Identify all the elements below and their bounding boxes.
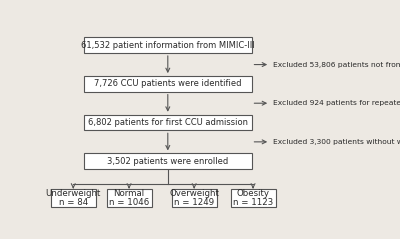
FancyBboxPatch shape bbox=[230, 189, 276, 207]
Text: Normal: Normal bbox=[114, 190, 145, 198]
Text: Obesity: Obesity bbox=[236, 190, 270, 198]
Text: Excluded 3,300 patients without weight or height: Excluded 3,300 patients without weight o… bbox=[272, 139, 400, 145]
FancyBboxPatch shape bbox=[106, 189, 152, 207]
Text: 6,802 patients for first CCU admission: 6,802 patients for first CCU admission bbox=[88, 118, 248, 127]
FancyBboxPatch shape bbox=[84, 76, 252, 92]
FancyBboxPatch shape bbox=[84, 153, 252, 169]
FancyBboxPatch shape bbox=[51, 189, 96, 207]
FancyBboxPatch shape bbox=[84, 115, 252, 130]
Text: 3,502 patients were enrolled: 3,502 patients were enrolled bbox=[107, 157, 228, 166]
FancyBboxPatch shape bbox=[84, 38, 252, 53]
Text: Overweight: Overweight bbox=[169, 190, 219, 198]
Text: n = 1249: n = 1249 bbox=[174, 198, 214, 206]
Text: n = 1046: n = 1046 bbox=[109, 198, 149, 206]
Text: Underweight: Underweight bbox=[46, 190, 101, 198]
Text: 61,532 patient information from MIMIC-III: 61,532 patient information from MIMIC-II… bbox=[81, 41, 255, 50]
Text: n = 84: n = 84 bbox=[59, 198, 88, 206]
Text: Excluded 924 patients for repeated admission to CCU: Excluded 924 patients for repeated admis… bbox=[272, 100, 400, 106]
FancyBboxPatch shape bbox=[172, 189, 217, 207]
Text: 7,726 CCU patients were identified: 7,726 CCU patients were identified bbox=[94, 79, 242, 88]
Text: n = 1123: n = 1123 bbox=[233, 198, 273, 206]
Text: Excluded 53,806 patients not from CCU: Excluded 53,806 patients not from CCU bbox=[272, 62, 400, 68]
